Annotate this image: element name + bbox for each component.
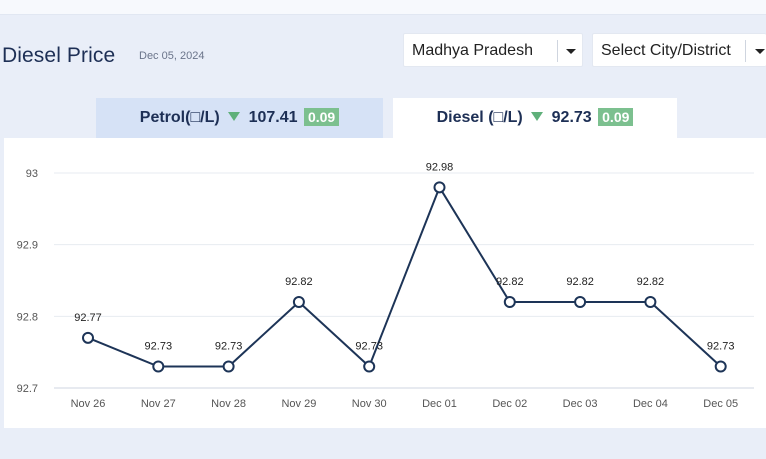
data-point <box>574 296 587 308</box>
city-select-divider <box>745 40 746 62</box>
x-tick-label: Dec 01 <box>422 398 457 410</box>
y-tick-label: 92.8 <box>17 311 38 323</box>
data-point <box>644 296 657 308</box>
city-select[interactable]: Select City/District <box>592 33 766 67</box>
price-line-chart: 93 92.9 92.8 92.7 92.77 Nov 26 92.73 Nov 27 92.7… <box>17 161 754 410</box>
data-label: 92.82 <box>637 276 665 288</box>
data-label: 92.82 <box>496 276 524 288</box>
x-tick-label: Nov 28 <box>211 398 246 410</box>
state-select-divider <box>557 40 558 62</box>
x-tick-label: Dec 04 <box>633 398 668 410</box>
data-point <box>363 360 376 373</box>
tab-petrol[interactable]: Petrol(□/L) 107.41 0.09 <box>96 98 383 138</box>
price-down-arrow-icon <box>228 112 241 121</box>
data-point <box>433 181 446 194</box>
data-point <box>714 360 727 373</box>
diesel-tab-label: Diesel (□/L) <box>436 109 523 126</box>
data-point <box>503 296 516 308</box>
petrol-change-badge: 0.09 <box>303 108 340 126</box>
chevron-down-icon <box>566 49 576 54</box>
x-tick-label: Nov 26 <box>71 398 106 410</box>
y-tick-label: 93 <box>26 168 38 180</box>
bottom-strip <box>0 428 766 459</box>
state-select[interactable]: Madhya Pradesh <box>403 33 583 67</box>
data-label: 92.73 <box>707 341 735 353</box>
tab-diesel[interactable]: Diesel (□/L) 92.73 0.09 <box>393 98 677 138</box>
data-point <box>292 296 305 308</box>
diesel-change-badge: 0.09 <box>598 108 634 126</box>
data-label: 92.77 <box>74 312 102 324</box>
data-label: 92.73 <box>145 341 173 353</box>
city-select-value: Select City/District <box>601 42 731 59</box>
x-tick-label: Dec 03 <box>563 398 598 410</box>
data-label: 92.98 <box>426 161 454 173</box>
chart-panel: 93 92.9 92.8 92.7 92.77 Nov 26 92.73 Nov 27 92.7… <box>4 138 766 428</box>
data-label: 92.73 <box>355 341 383 353</box>
state-select-value: Madhya Pradesh <box>412 42 533 59</box>
diesel-price: 92.73 <box>551 109 592 126</box>
price-down-arrow-icon <box>531 112 544 121</box>
y-tick-label: 92.9 <box>17 240 38 252</box>
x-tick-label: Dec 02 <box>492 398 527 410</box>
petrol-price: 107.41 <box>248 109 298 126</box>
data-point <box>222 360 235 373</box>
page-title: Diesel Price <box>2 44 116 67</box>
page-date: Dec 05, 2024 <box>139 50 205 62</box>
x-tick-label: Nov 30 <box>352 398 387 410</box>
top-strip <box>0 0 766 15</box>
y-tick-label: 92.7 <box>17 383 38 395</box>
chevron-down-icon <box>755 49 765 54</box>
x-tick-label: Nov 29 <box>281 398 316 410</box>
series-line <box>87 186 722 368</box>
x-tick-label: Nov 27 <box>141 398 176 410</box>
data-label: 92.82 <box>285 276 313 288</box>
petrol-tab-label: Petrol(□/L) <box>139 109 220 126</box>
data-label: 92.82 <box>566 276 594 288</box>
data-label: 92.73 <box>215 341 243 353</box>
data-point <box>82 331 94 344</box>
data-point <box>152 360 165 373</box>
x-tick-label: Dec 05 <box>703 398 738 410</box>
